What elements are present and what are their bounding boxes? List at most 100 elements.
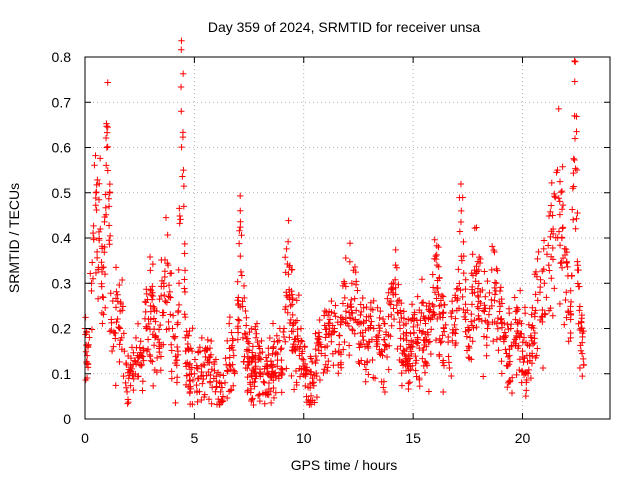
- data-point: [139, 353, 147, 360]
- data-point: [555, 228, 563, 235]
- data-point: [181, 276, 188, 283]
- data-point: [407, 344, 414, 351]
- data-point: [193, 381, 200, 389]
- data-point: [462, 301, 469, 308]
- data-point: [166, 293, 174, 301]
- data-point: [180, 182, 188, 190]
- data-point: [147, 287, 155, 294]
- data-point: [518, 330, 525, 338]
- data-point: [567, 303, 574, 310]
- y-tick-label: 0.3: [52, 275, 72, 291]
- data-point: [86, 334, 93, 341]
- data-point: [345, 322, 353, 330]
- data-point: [172, 353, 179, 360]
- data-point: [265, 351, 272, 359]
- data-point: [244, 388, 251, 396]
- data-point: [303, 367, 310, 374]
- data-point: [171, 334, 178, 342]
- data-point: [370, 297, 377, 305]
- data-point: [103, 120, 110, 127]
- data-point: [502, 346, 509, 353]
- data-point: [420, 346, 427, 354]
- data-point: [234, 278, 241, 285]
- data-point: [113, 288, 120, 295]
- data-point: [82, 314, 89, 321]
- data-point: [526, 342, 533, 350]
- data-point: [92, 194, 99, 202]
- data-point: [534, 297, 541, 304]
- data-point: [198, 368, 205, 376]
- data-point: [400, 315, 408, 322]
- data-point: [359, 294, 366, 302]
- data-point: [307, 371, 315, 378]
- data-point: [429, 301, 436, 308]
- data-point: [494, 325, 502, 332]
- data-point: [489, 337, 497, 345]
- data-point: [521, 310, 529, 317]
- data-point: [311, 399, 318, 406]
- data-point: [92, 269, 100, 277]
- data-point: [448, 313, 455, 321]
- data-point: [391, 276, 399, 283]
- data-point: [405, 385, 412, 393]
- x-tick-label: 0: [81, 430, 89, 446]
- data-point: [407, 366, 414, 373]
- data-point: [228, 344, 235, 351]
- data-point: [471, 317, 478, 324]
- data-point: [430, 303, 438, 310]
- data-point: [269, 320, 277, 327]
- data-point: [397, 343, 404, 350]
- data-point: [551, 285, 558, 292]
- data-point: [189, 401, 196, 408]
- data-point: [537, 276, 544, 283]
- data-point: [359, 333, 366, 340]
- data-point: [133, 344, 140, 352]
- data-point: [563, 314, 570, 321]
- data-point: [511, 336, 519, 343]
- data-point: [528, 360, 536, 367]
- data-point: [323, 342, 331, 350]
- data-point: [376, 314, 383, 322]
- data-point: [360, 318, 367, 326]
- data-point: [547, 202, 555, 209]
- data-point: [207, 337, 215, 345]
- data-point: [225, 320, 233, 327]
- data-point: [408, 301, 416, 308]
- data-point: [580, 355, 587, 363]
- data-point: [531, 313, 539, 320]
- data-point: [421, 358, 429, 365]
- data-point: [516, 366, 523, 374]
- data-point: [521, 304, 529, 311]
- data-point: [235, 294, 242, 301]
- data-point: [237, 223, 244, 231]
- data-point: [482, 305, 489, 312]
- data-point: [469, 283, 476, 291]
- data-point: [140, 357, 147, 364]
- data-point: [436, 335, 443, 342]
- data-point: [303, 393, 310, 400]
- data-point: [377, 307, 384, 315]
- data-point: [403, 345, 411, 353]
- data-point: [103, 162, 110, 169]
- data-point: [440, 309, 447, 316]
- data-point: [278, 365, 285, 372]
- data-point: [556, 242, 564, 249]
- data-point: [106, 189, 113, 197]
- data-point: [449, 337, 456, 344]
- data-point: [199, 380, 206, 387]
- data-point: [470, 324, 477, 332]
- data-point: [408, 350, 415, 358]
- data-point: [379, 315, 387, 323]
- data-point: [132, 360, 140, 368]
- data-point: [163, 326, 170, 333]
- data-point: [224, 394, 231, 402]
- data-point: [175, 301, 183, 309]
- data-point: [136, 352, 143, 359]
- data-point: [417, 317, 424, 324]
- data-point: [381, 320, 388, 327]
- data-point: [178, 46, 185, 53]
- data-point: [390, 315, 398, 323]
- data-point: [227, 362, 234, 370]
- data-point: [109, 297, 117, 305]
- data-point: [397, 335, 404, 342]
